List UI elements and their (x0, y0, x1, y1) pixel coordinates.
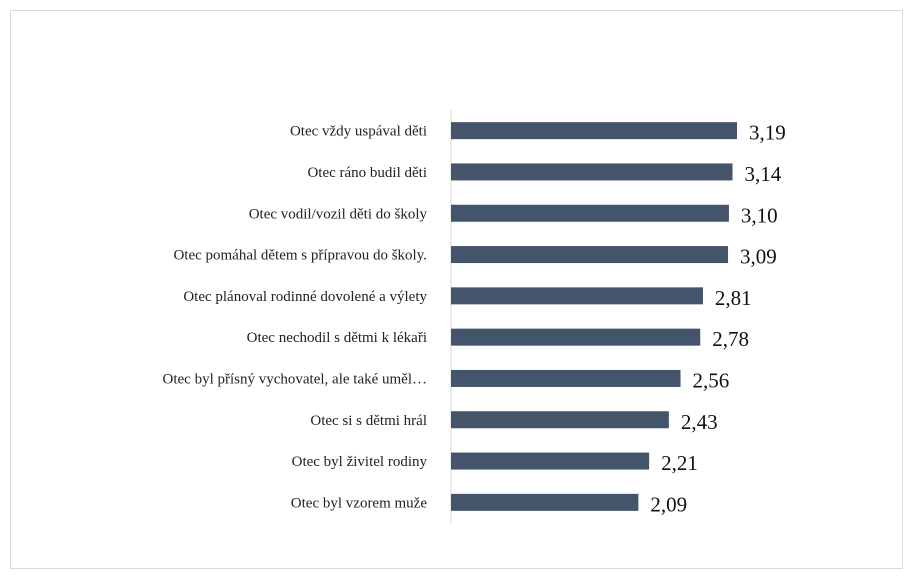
category-label: Otec si s dětmi hrál (310, 413, 427, 429)
bar (451, 452, 650, 470)
category-label: Otec pomáhal dětem s přípravou do školy. (173, 248, 427, 264)
bar (451, 328, 701, 346)
category-label: Otec nechodil s dětmi k lékaři (247, 330, 427, 346)
category-label: Otec byl živitel rodiny (292, 454, 428, 470)
data-label: 2,56 (693, 368, 730, 392)
data-label: 2,09 (650, 492, 687, 516)
data-label: 2,81 (715, 286, 752, 310)
category-label: Otec vždy uspával děti (290, 124, 427, 140)
category-label: Otec byl přísný vychovatel, ale také umě… (163, 371, 428, 387)
bar (451, 122, 737, 140)
category-label: Otec plánoval rodinné dovolené a výlety (183, 289, 427, 305)
data-label: 2,21 (661, 451, 698, 475)
bar (451, 204, 729, 222)
category-label: Otec byl vzorem muže (291, 495, 428, 511)
bar (451, 369, 681, 387)
data-label: 3,19 (749, 121, 786, 145)
bar (451, 411, 669, 429)
bar (451, 246, 729, 264)
bar (451, 163, 733, 181)
bar (451, 493, 639, 511)
data-label: 3,09 (740, 245, 777, 269)
data-label: 3,10 (741, 203, 778, 227)
data-label: 2,78 (712, 327, 749, 351)
category-label: Otec ráno budil děti (307, 165, 427, 181)
data-label: 3,14 (745, 162, 782, 186)
bar (451, 287, 703, 305)
data-label: 2,43 (681, 410, 718, 434)
category-label: Otec vodil/vozil děti do školy (249, 206, 428, 222)
